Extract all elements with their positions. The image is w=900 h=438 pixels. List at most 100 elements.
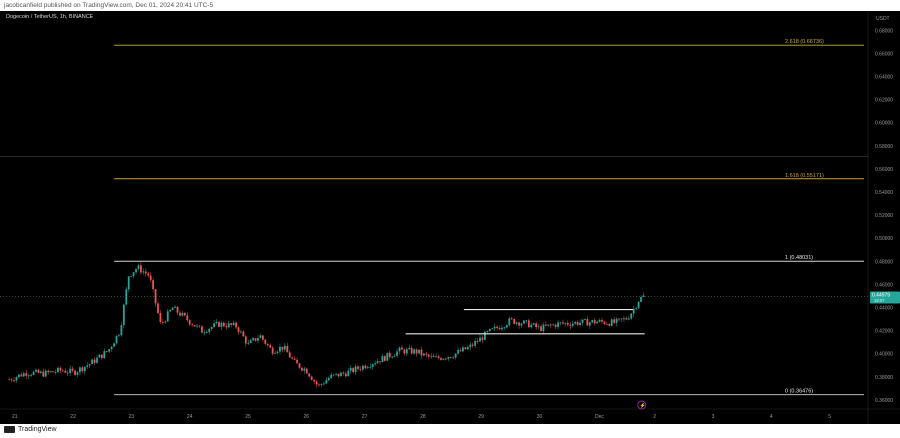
candle-body bbox=[427, 354, 430, 357]
candle-body bbox=[598, 319, 601, 322]
candle-body bbox=[30, 374, 33, 376]
candle-body bbox=[8, 379, 11, 381]
candle-body bbox=[383, 356, 386, 361]
candle-body bbox=[549, 324, 552, 326]
candle-body bbox=[579, 322, 581, 325]
candle-body bbox=[254, 338, 257, 341]
candle-body bbox=[315, 381, 318, 385]
candle-body bbox=[325, 380, 328, 384]
candle-body bbox=[466, 347, 469, 350]
candle-body bbox=[464, 347, 467, 350]
candle-body bbox=[66, 372, 69, 374]
event-marker-icon[interactable] bbox=[637, 400, 647, 410]
candle-body bbox=[379, 361, 381, 363]
candle-body bbox=[359, 368, 362, 370]
candle-body bbox=[627, 318, 630, 320]
candle-body bbox=[403, 349, 406, 354]
candle-body bbox=[152, 280, 155, 290]
candle-body bbox=[527, 320, 530, 328]
candle-body bbox=[571, 323, 574, 326]
candle-body bbox=[244, 336, 247, 344]
candle-body bbox=[332, 374, 335, 376]
price-tag-value: 0.44979 bbox=[872, 292, 890, 298]
candle-body bbox=[140, 265, 142, 273]
candle-body bbox=[120, 325, 123, 336]
candle-body bbox=[227, 323, 230, 328]
candle-body bbox=[193, 325, 196, 327]
footer-bar: TradingView bbox=[0, 424, 900, 438]
candle-body bbox=[110, 346, 113, 350]
candle-body bbox=[281, 346, 284, 350]
candle-body bbox=[39, 371, 42, 373]
candle-body bbox=[425, 353, 428, 355]
candle-body bbox=[386, 352, 389, 361]
candle-body bbox=[122, 304, 125, 326]
candle-body bbox=[335, 373, 337, 375]
price-chart[interactable]: 2.618 (0.66736) 1.618 (0.55171) 1 (0.48031… bbox=[0, 11, 900, 424]
candle-body bbox=[603, 321, 606, 324]
candle-body bbox=[154, 289, 157, 304]
candle-body bbox=[25, 373, 28, 376]
candle-body bbox=[125, 289, 128, 305]
candle-body bbox=[410, 347, 413, 354]
candle-body bbox=[493, 326, 496, 329]
candle-body bbox=[574, 321, 577, 324]
candle-body bbox=[208, 328, 211, 333]
candle-body bbox=[496, 326, 498, 329]
candle-body bbox=[605, 323, 608, 325]
candle-body bbox=[557, 322, 559, 327]
y-tick-label: 0.64000 bbox=[875, 74, 893, 80]
candle-body bbox=[481, 337, 484, 340]
candle-body bbox=[344, 373, 347, 377]
candle-body bbox=[188, 320, 191, 325]
candle-body bbox=[374, 363, 377, 365]
candle-body bbox=[257, 338, 259, 341]
tradingview-logo-icon bbox=[4, 426, 15, 433]
candle-body bbox=[181, 312, 184, 316]
candle-body bbox=[462, 347, 464, 352]
candle-body bbox=[342, 372, 345, 374]
candle-body bbox=[318, 384, 320, 386]
candle-body bbox=[566, 322, 569, 325]
candle-body bbox=[476, 341, 479, 342]
candle-body bbox=[225, 326, 228, 328]
candle-body bbox=[196, 325, 198, 327]
candle-body bbox=[27, 375, 30, 377]
candle-body bbox=[22, 373, 25, 377]
y-tick-label: 0.48000 bbox=[875, 259, 893, 265]
candle-body bbox=[86, 365, 89, 367]
candle-body bbox=[449, 357, 452, 358]
candle-body bbox=[320, 384, 323, 385]
candle-body bbox=[127, 276, 130, 290]
candle-body bbox=[57, 367, 59, 373]
candle-body bbox=[393, 355, 396, 357]
publish-header: jacobcanfield published on TradingView.c… bbox=[0, 0, 900, 11]
candle-body bbox=[620, 318, 623, 320]
candle-body bbox=[210, 326, 213, 329]
candle-body bbox=[301, 367, 303, 371]
candle-body bbox=[322, 383, 325, 385]
candle-body bbox=[642, 295, 645, 298]
candle-body bbox=[357, 366, 359, 369]
candle-body bbox=[420, 349, 423, 356]
candle-body bbox=[98, 354, 101, 358]
candle-body bbox=[459, 350, 462, 352]
candle-body bbox=[637, 301, 640, 308]
x-tick-label: 29 bbox=[478, 414, 484, 420]
y-tick-label: 0.36000 bbox=[875, 398, 893, 404]
candle-body bbox=[247, 342, 250, 344]
candle-body bbox=[313, 380, 316, 382]
candle-body bbox=[215, 321, 218, 324]
candle-body bbox=[586, 319, 589, 326]
candle-body bbox=[486, 331, 489, 332]
chart-area[interactable]: 2.618 (0.66736) 1.618 (0.55171) 1 (0.48031… bbox=[0, 11, 900, 424]
candle-body bbox=[147, 273, 150, 276]
candle-body bbox=[388, 352, 391, 358]
candle-body bbox=[398, 347, 401, 352]
candle-body bbox=[93, 359, 96, 363]
candle-body bbox=[79, 367, 81, 373]
candle-body bbox=[440, 358, 442, 360]
x-tick-label: 24 bbox=[187, 414, 193, 420]
candle-body bbox=[515, 322, 518, 324]
candle-body bbox=[191, 324, 194, 326]
